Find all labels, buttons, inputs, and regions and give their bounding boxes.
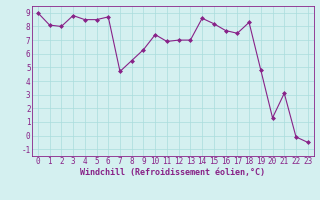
X-axis label: Windchill (Refroidissement éolien,°C): Windchill (Refroidissement éolien,°C) [80,168,265,177]
